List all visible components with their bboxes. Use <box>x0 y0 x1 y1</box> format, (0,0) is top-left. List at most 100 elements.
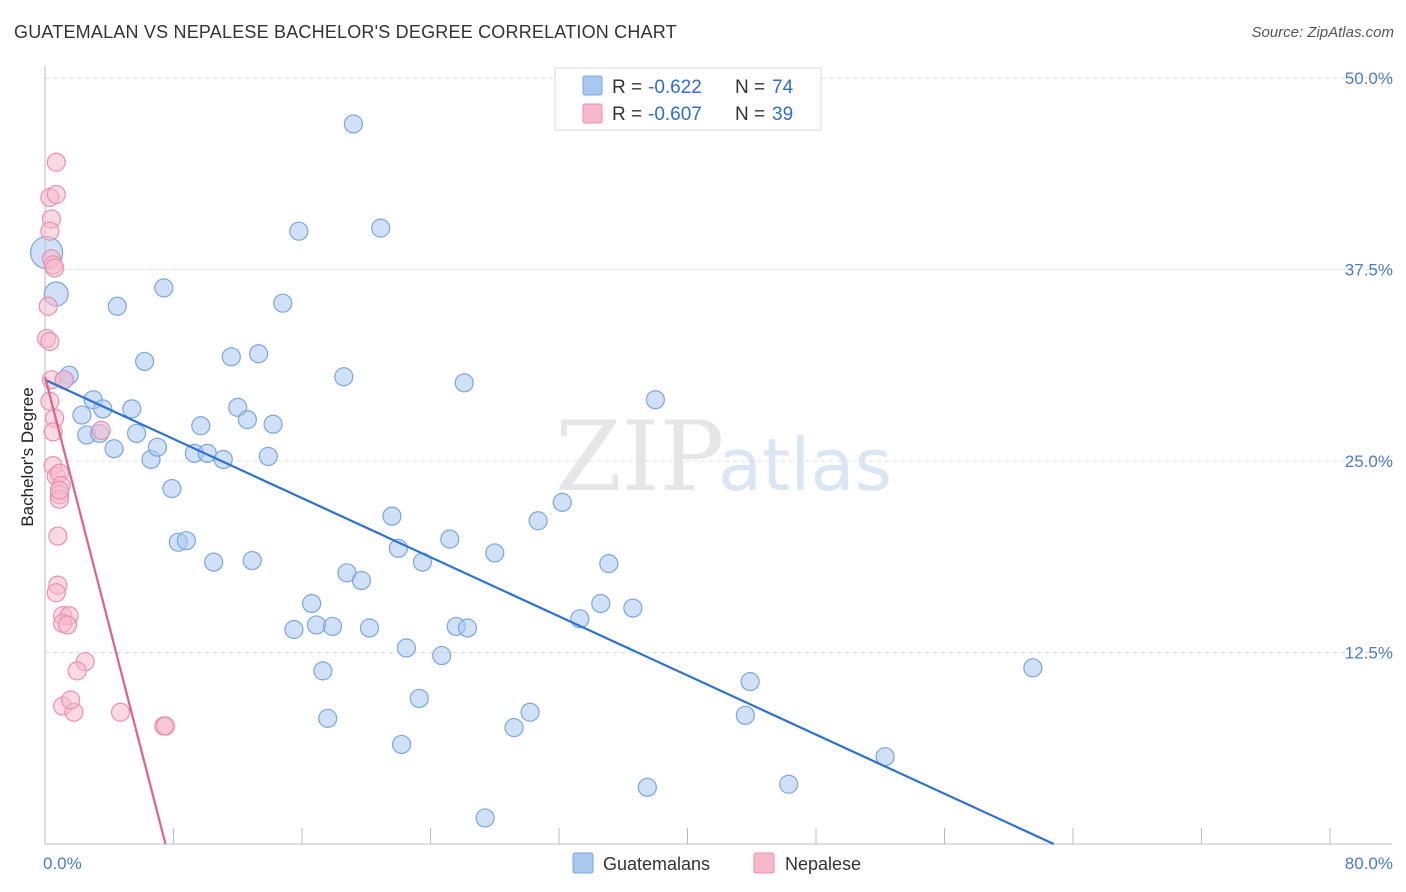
series-legend: Guatemalans Nepalese <box>572 852 861 874</box>
guatemalans-point-70 <box>779 774 799 794</box>
trend-line-guatemalans <box>44 378 1055 845</box>
legend-r-label-2: R = <box>612 104 642 125</box>
nepalese-point-37 <box>49 480 70 500</box>
legend-r-value-2: -0.607 <box>648 104 702 125</box>
chart-title: GUATEMALAN VS NEPALESE BACHELOR'S DEGREE… <box>14 22 677 42</box>
guatemalans-point-47 <box>391 734 412 755</box>
nepalese-point-36 <box>40 331 60 352</box>
guatemalans-point-56 <box>475 808 495 828</box>
guatemalans-point-61 <box>552 492 572 512</box>
legend-swatch-guatemalans <box>582 75 603 96</box>
trend-lines <box>43 376 1055 845</box>
y-tick-label-3: 50.0% <box>1345 69 1393 88</box>
guatemalans-point-29 <box>258 446 278 467</box>
y-axis-label: Bachelor's Degree <box>18 387 37 526</box>
guatemalans-point-38 <box>322 616 343 637</box>
source-credit: Source: ZipAtlas.com <box>1251 24 1394 41</box>
guatemalans-point-31 <box>273 293 293 313</box>
guatemalans-point-59 <box>520 702 540 722</box>
guatemalans-point-33 <box>289 221 309 241</box>
correlation-legend: R = -0.622 N = 74 R = -0.607 N = 39 <box>554 67 822 131</box>
nepalese-point-7 <box>45 258 65 278</box>
guatemalans-point-44 <box>371 218 391 238</box>
guatemalans-point-65 <box>623 598 643 618</box>
guatemalans-point-27 <box>242 550 262 571</box>
guatemalans-point-67 <box>645 390 665 410</box>
guatemalans-point-52 <box>440 529 460 549</box>
nepalese-point-24 <box>46 583 66 603</box>
guatemalans-point-72 <box>1023 658 1043 678</box>
nepalese-point-1 <box>46 152 66 172</box>
legend-n-value-2: 39 <box>772 104 793 125</box>
guatemalans-point-18 <box>176 531 196 551</box>
bottom-legend-swatch-nepalese <box>753 852 775 874</box>
guatemalans-point-48 <box>396 638 417 658</box>
x-tick-label-max: 80.0% <box>1345 854 1393 873</box>
guatemalans-point-37 <box>318 708 338 728</box>
legend-n-label-2: N = <box>735 104 765 125</box>
guatemalans-point-30 <box>263 414 283 434</box>
guatemalans-point-26 <box>237 410 257 430</box>
nepalese-point-30 <box>67 661 87 681</box>
y-tick-label-0: 12.5% <box>1345 644 1393 663</box>
y-tick-label-1: 25.0% <box>1345 452 1393 471</box>
legend-n-label-1: N = <box>735 77 765 98</box>
guatemalans-point-14 <box>147 437 168 457</box>
guatemalans-point-35 <box>306 615 327 635</box>
guatemalans-point-39 <box>334 367 354 387</box>
guatemalans-point-69 <box>740 672 760 692</box>
bottom-legend-guatemalans: Guatemalans <box>603 854 710 874</box>
y-tick-labels: 12.5% 25.0% 37.5% 50.0% <box>1345 69 1393 663</box>
guatemalans-point-20 <box>191 416 211 436</box>
guatemalans-point-49 <box>409 688 429 709</box>
legend-n-value-1: 74 <box>772 77 794 98</box>
nepalese-point-8 <box>38 296 58 316</box>
nepalese-point-22 <box>48 526 68 546</box>
watermark-atlas: atlas <box>718 423 892 507</box>
nepalese-point-33 <box>110 702 131 722</box>
guatemalans-point-7 <box>104 439 124 459</box>
guatemalans-point-11 <box>126 423 147 444</box>
nepalese-point-15 <box>91 420 111 440</box>
guatemalans-point-42 <box>351 570 372 591</box>
guatemalans-point-16 <box>162 478 182 499</box>
trend-line-nepalese <box>43 376 167 845</box>
guatemalans-point-9 <box>107 296 127 316</box>
guatemalans-point-34 <box>302 593 322 614</box>
legend-r-label-1: R = <box>612 77 642 98</box>
guatemalans-point-41 <box>343 114 363 134</box>
bottom-legend-swatch-guatemalans <box>572 852 594 874</box>
guatemalans-point-43 <box>359 618 380 638</box>
legend-swatch-nepalese <box>582 103 603 124</box>
guatemalans-point-24 <box>221 347 241 367</box>
nepalese-point-28 <box>57 615 78 635</box>
guatemalans-point-57 <box>485 543 505 563</box>
guatemalans-point-63 <box>591 593 611 614</box>
guatemalans-point-64 <box>599 554 619 574</box>
guatemalans-point-36 <box>313 661 333 681</box>
guatemalans-point-10 <box>122 399 142 419</box>
nepalese-point-38 <box>61 690 81 710</box>
nepalese-point-4 <box>40 221 60 241</box>
legend-r-value-1: -0.622 <box>648 77 702 98</box>
guatemalans-point-45 <box>382 506 402 526</box>
guatemalans-point-68 <box>735 705 755 725</box>
x-tick-label-min: 0.0% <box>43 854 82 873</box>
guatemalans-point-3 <box>72 405 92 425</box>
guatemalans-point-32 <box>284 619 304 640</box>
guatemalans-point-22 <box>204 552 224 572</box>
guatemalans-point-55 <box>457 618 478 638</box>
watermark-zip: ZIP <box>555 401 724 513</box>
bottom-legend-nepalese: Nepalese <box>785 854 861 874</box>
y-tick-label-2: 37.5% <box>1345 261 1393 280</box>
guatemalans-point-28 <box>249 344 269 364</box>
nepalese-point-2 <box>46 184 66 205</box>
x-tick-labels: 0.0% 80.0% <box>43 854 1393 873</box>
guatemalans-point-54 <box>454 373 474 393</box>
guatemalans-point-12 <box>134 351 155 372</box>
guatemalans-point-58 <box>504 717 524 738</box>
series-nepalese <box>37 152 176 736</box>
guatemalans-point-60 <box>528 511 548 531</box>
nepalese-point-35 <box>155 716 176 736</box>
